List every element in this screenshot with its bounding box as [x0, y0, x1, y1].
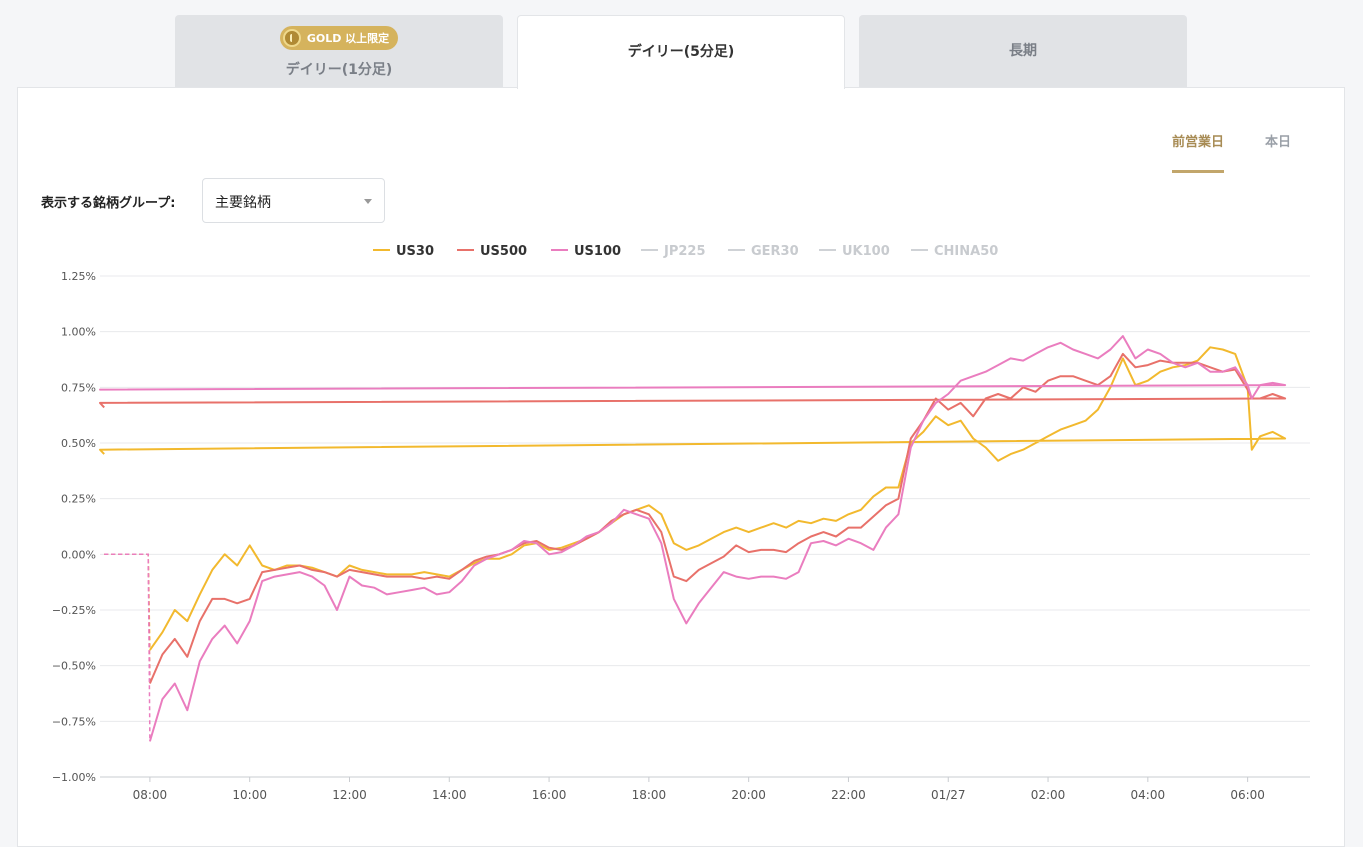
tab-long-term[interactable]: 長期	[859, 15, 1187, 88]
legend-item-us500: US500	[480, 244, 527, 259]
x-tick-label: 22:00	[831, 788, 866, 802]
legend-item-us100: US100	[574, 244, 621, 259]
gold-badge-text: GOLD 以上限定	[306, 32, 390, 45]
legend-item-uk100: UK100	[842, 244, 890, 259]
gold-medal-icon	[282, 29, 301, 47]
x-tick-label: 01/27	[931, 788, 966, 802]
y-tick-label: 0.50%	[61, 437, 96, 450]
y-tick-label: 1.25%	[61, 270, 96, 283]
legend-item-us30: US30	[396, 244, 434, 259]
tab-daily-1min-label: デイリー(1分足)	[285, 62, 393, 78]
x-tick-label: 04:00	[1131, 788, 1166, 802]
x-tick-label: 06:00	[1230, 788, 1265, 802]
period-tab-previous-day[interactable]: 前営業日	[1172, 131, 1225, 173]
tab-daily-1min[interactable]: GOLD 以上限定 デイリー(1分足)	[175, 15, 503, 88]
legend-item-ger30: GER30	[751, 244, 799, 259]
x-tick-label: 02:00	[1031, 788, 1066, 802]
period-tab-today[interactable]: 本日	[1265, 135, 1292, 150]
y-tick-label: 0.25%	[61, 493, 96, 506]
x-tick-label: 12:00	[332, 788, 367, 802]
x-tick-label: 16:00	[532, 788, 567, 802]
series-line-us500	[99, 352, 1287, 684]
gold-badge: GOLD 以上限定	[279, 26, 399, 50]
tab-long-term-label: 長期	[1009, 43, 1037, 59]
series-line-us100	[99, 335, 1287, 742]
caret-down-icon	[364, 199, 372, 204]
group-select-value: 主要銘柄	[215, 195, 271, 211]
y-tick-label: −0.75%	[52, 715, 96, 728]
y-tick-label: 0.75%	[61, 381, 96, 394]
y-tick-label: −1.00%	[52, 771, 96, 784]
x-tick-label: 08:00	[133, 788, 168, 802]
y-tick-label: 1.00%	[61, 326, 96, 339]
x-tick-label: 20:00	[731, 788, 766, 802]
legend-item-china50: CHINA50	[934, 244, 998, 259]
series-pre-open-us30	[104, 553, 151, 651]
group-select-label: 表示する銘柄グループ:	[41, 196, 176, 211]
y-tick-label: −0.25%	[52, 604, 96, 617]
tab-daily-5min-label: デイリー(5分足)	[627, 44, 735, 60]
x-tick-label: 18:00	[632, 788, 667, 802]
y-tick-label: −0.50%	[52, 660, 96, 673]
y-tick-label: 0.00%	[61, 548, 96, 561]
legend-item-jp225: JP225	[663, 244, 706, 259]
tab-daily-5min[interactable]: デイリー(5分足)	[517, 15, 845, 89]
x-tick-label: 14:00	[432, 788, 467, 802]
series-pre-open-us500	[104, 553, 151, 684]
x-tick-label: 10:00	[232, 788, 267, 802]
series-line-us30	[99, 346, 1287, 651]
group-select[interactable]: 主要銘柄	[202, 178, 385, 223]
series-pre-open-us100	[104, 553, 151, 742]
